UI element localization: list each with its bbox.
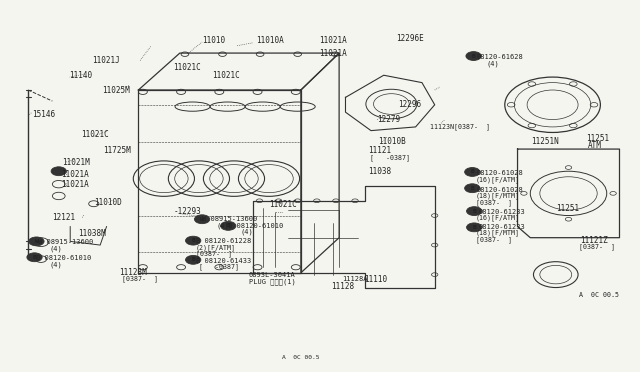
Text: PLUG プラグ(1): PLUG プラグ(1): [248, 278, 296, 285]
Text: 11021C: 11021C: [173, 63, 201, 72]
Text: ATM: ATM: [588, 141, 602, 150]
Circle shape: [195, 215, 210, 224]
Text: [0387-  ]: [0387- ]: [476, 199, 512, 206]
Text: 11038M: 11038M: [78, 230, 106, 238]
Text: B: B: [191, 238, 195, 243]
Text: 11021C: 11021C: [212, 71, 239, 80]
Text: B: B: [33, 255, 36, 260]
Text: (4): (4): [487, 61, 500, 67]
Text: 08120-61233: 08120-61233: [478, 209, 525, 215]
Text: 11121: 11121: [368, 147, 391, 155]
Text: B 08120-61433: B 08120-61433: [196, 257, 251, 264]
Text: [0387-  ]: [0387- ]: [579, 244, 614, 250]
Text: B: B: [470, 170, 474, 174]
Text: 11021C: 11021C: [81, 130, 109, 139]
Text: 0893L-3041A: 0893L-3041A: [248, 272, 296, 278]
Text: (2)[F/ATM]: (2)[F/ATM]: [196, 244, 236, 251]
Text: 11251N: 11251N: [532, 137, 559, 146]
Text: 12121: 12121: [52, 213, 76, 222]
Text: 12279: 12279: [378, 115, 401, 124]
Text: B: B: [470, 186, 474, 191]
Text: 11021A: 11021A: [61, 170, 88, 179]
Circle shape: [465, 167, 480, 176]
Text: 11251: 11251: [556, 203, 579, 213]
Text: [0387-  ]: [0387- ]: [196, 251, 232, 257]
Circle shape: [51, 167, 67, 176]
Circle shape: [27, 253, 42, 262]
Text: -12293: -12293: [173, 207, 201, 217]
Circle shape: [465, 184, 480, 193]
Text: [0387-  ]: [0387- ]: [476, 236, 512, 243]
Text: 08120-61628: 08120-61628: [476, 54, 523, 60]
Text: 11021A: 11021A: [61, 180, 88, 189]
Text: 11010B: 11010B: [379, 137, 406, 146]
Text: 08120-61028: 08120-61028: [476, 187, 523, 193]
Text: 11038: 11038: [368, 167, 391, 176]
Text: B 08120-61010: B 08120-61010: [36, 255, 92, 261]
Text: (18)[F/MTM]: (18)[F/MTM]: [476, 193, 520, 199]
Text: 11021C: 11021C: [269, 200, 297, 209]
Text: 11021A: 11021A: [319, 36, 346, 45]
Text: (4): (4): [49, 246, 62, 252]
Circle shape: [29, 237, 44, 246]
Text: [   -0387]: [ -0387]: [370, 154, 410, 161]
Text: (16)[F/ATM]: (16)[F/ATM]: [476, 215, 520, 221]
Text: W 08915-13600: W 08915-13600: [202, 216, 257, 222]
Text: 11140: 11140: [70, 71, 93, 80]
Text: 11010: 11010: [202, 36, 225, 45]
Text: 11010D: 11010D: [94, 198, 122, 207]
Text: W: W: [200, 217, 204, 222]
Text: 11021M: 11021M: [62, 157, 90, 167]
Text: 11128: 11128: [332, 282, 355, 291]
Text: (4): (4): [49, 261, 62, 267]
Circle shape: [466, 52, 481, 61]
Circle shape: [186, 236, 201, 245]
Text: 11725M: 11725M: [103, 147, 131, 155]
Text: (4): (4): [216, 222, 229, 229]
Text: 12296: 12296: [397, 100, 421, 109]
Text: 11010A: 11010A: [256, 36, 284, 45]
Text: (16)[F/ATM]: (16)[F/ATM]: [476, 176, 520, 183]
Text: (4): (4): [241, 229, 253, 235]
Text: W 08915-13600: W 08915-13600: [38, 239, 93, 245]
Text: B: B: [472, 209, 476, 214]
Text: 11025M: 11025M: [102, 86, 130, 95]
Text: 12296E: 12296E: [396, 34, 424, 43]
Text: 11123N[0387-  ]: 11123N[0387- ]: [429, 124, 490, 130]
Text: A  0C 00.5: A 0C 00.5: [579, 292, 620, 298]
Text: B 08120-61010: B 08120-61010: [228, 223, 283, 229]
Text: B: B: [227, 223, 230, 228]
Text: B: B: [472, 54, 476, 58]
Circle shape: [221, 221, 236, 230]
Text: 11128A: 11128A: [342, 276, 367, 282]
Text: 11021J: 11021J: [92, 56, 120, 65]
Text: [0387-  ]: [0387- ]: [122, 276, 159, 282]
Text: W: W: [35, 239, 38, 244]
Text: 11123M: 11123M: [119, 268, 147, 277]
Text: 11021A: 11021A: [319, 49, 346, 58]
Text: 11121Z: 11121Z: [580, 236, 608, 245]
Text: (18)[F/MTM]: (18)[F/MTM]: [476, 230, 520, 236]
Text: B 08120-61228: B 08120-61228: [196, 238, 251, 244]
Text: A  0C 00.5: A 0C 00.5: [282, 355, 320, 359]
Circle shape: [467, 223, 482, 232]
Text: 15146: 15146: [32, 109, 55, 119]
Text: B: B: [472, 225, 476, 230]
Text: [   -0387]: [ -0387]: [199, 263, 239, 270]
Text: 11110: 11110: [365, 275, 388, 283]
Text: B: B: [191, 257, 195, 262]
Text: 08120-61233: 08120-61233: [478, 224, 525, 230]
Circle shape: [467, 207, 482, 215]
Text: 08120-61028: 08120-61028: [476, 170, 523, 176]
Text: 11251: 11251: [586, 134, 609, 142]
Circle shape: [186, 256, 201, 264]
